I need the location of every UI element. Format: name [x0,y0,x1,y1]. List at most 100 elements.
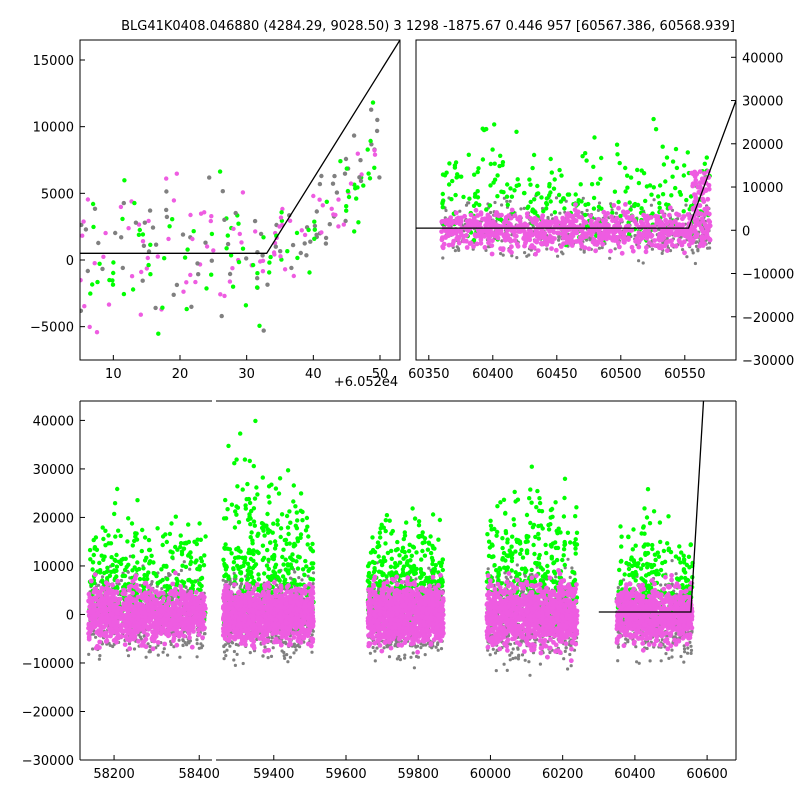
green-point [159,567,164,572]
green-point [244,497,249,502]
magenta-point [693,178,699,183]
green-point [473,191,478,197]
gray-point [455,245,459,249]
magenta-point [165,601,171,607]
magenta-point [133,573,139,579]
magenta-point [471,244,476,249]
gray-point [265,282,270,287]
gray-point [195,655,199,659]
green-point [253,562,259,567]
magenta-point [500,247,506,253]
magenta-point [280,206,285,212]
gray-point [610,208,614,212]
magenta-point [564,240,569,245]
green-point [186,522,191,527]
gray-point [263,645,267,649]
green-point [239,577,244,582]
green-point [199,575,205,581]
magenta-point [179,596,184,602]
green-point [165,576,170,582]
magenta-point [117,627,123,633]
gray-point [207,175,212,180]
magenta-point [86,591,92,597]
magenta-point [196,599,201,605]
gray-point [505,199,509,203]
gray-point [369,142,374,147]
green-point [544,202,550,207]
green-point [126,562,131,567]
green-point [240,246,246,251]
magenta-point [541,222,546,228]
gray-point [314,209,319,214]
green-point [366,171,371,176]
magenta-point [489,243,495,249]
magenta-point [454,228,460,234]
magenta-point [92,572,98,577]
green-point [344,204,349,209]
green-point [142,558,148,563]
magenta-point [649,233,655,238]
magenta-point [553,247,559,253]
green-point [627,200,632,205]
magenta-point [260,258,266,263]
green-point [257,323,262,328]
green-point [245,561,251,566]
magenta-point [615,220,621,226]
green-point [246,550,251,555]
gray-point [300,578,304,582]
green-point [278,534,283,540]
magenta-point [98,608,104,614]
green-point [660,144,665,149]
green-point [504,194,510,199]
magenta-point [694,234,700,240]
green-point [110,562,115,568]
magenta-point [451,238,457,244]
green-point [255,492,260,497]
green-point [677,189,682,195]
green-point [238,564,244,570]
green-point [530,165,535,171]
gray-point [227,271,233,277]
magenta-point [336,224,341,229]
magenta-point [567,223,573,229]
green-point [170,555,175,560]
green-point [247,512,252,517]
green-point [116,528,121,533]
magenta-point [179,615,185,621]
gray-point [181,639,185,643]
green-point [492,122,497,127]
green-point [87,547,93,553]
green-point [365,147,370,152]
gray-point [549,213,554,217]
magenta-point [616,205,621,211]
magenta-point [282,267,288,272]
magenta-point [604,232,610,238]
green-point [681,173,686,178]
green-point [287,509,292,514]
green-point [576,198,581,203]
gray-point [232,658,236,662]
green-point [193,560,198,565]
green-point [267,270,272,275]
magenta-point [97,628,103,634]
gray-point [179,568,183,573]
green-point [252,496,258,501]
green-point [265,511,270,517]
magenta-point [621,237,626,242]
magenta-point [478,234,484,240]
gray-point [298,645,302,649]
green-point [284,513,290,519]
green-point [487,203,493,208]
gray-point [660,251,664,255]
green-point [149,553,154,558]
magenta-point [564,218,570,224]
green-point [114,564,120,569]
magenta-point [706,186,712,192]
magenta-point [655,220,660,226]
green-point [673,146,679,152]
magenta-point [686,242,692,248]
green-point [596,204,602,209]
magenta-point [150,646,156,652]
gray-point [196,272,201,277]
green-point [93,535,99,540]
